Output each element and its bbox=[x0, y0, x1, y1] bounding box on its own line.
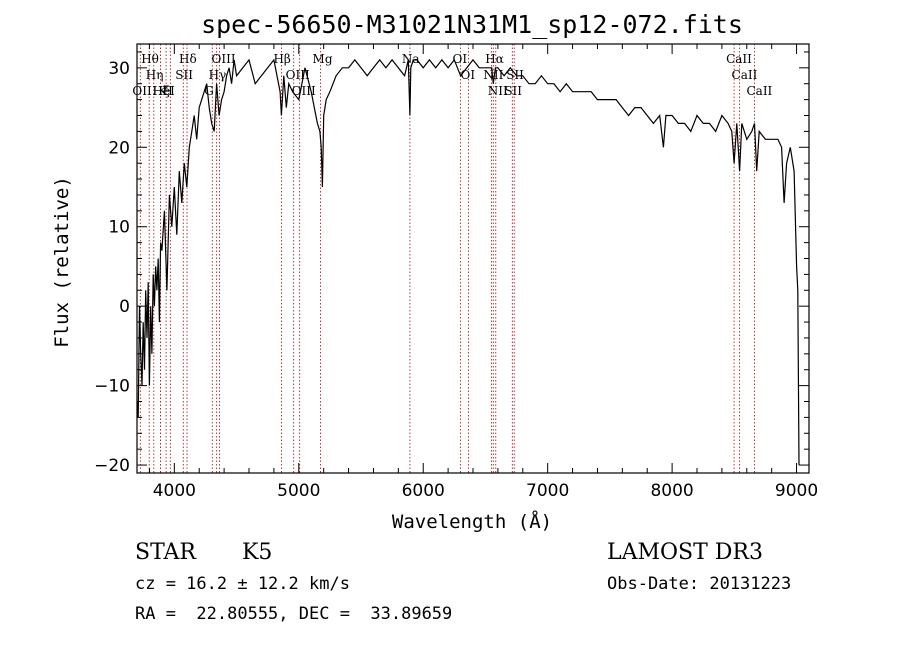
y-tick-label: −10 bbox=[94, 377, 130, 397]
x-tick-label: 9000 bbox=[775, 481, 818, 501]
x-axis-label: Wavelength (Å) bbox=[392, 510, 552, 533]
spectral-line-label: OI bbox=[461, 68, 476, 82]
x-tick-label: 6000 bbox=[402, 481, 445, 501]
spectral-line-label: Hγ bbox=[209, 68, 227, 82]
spectral-line-label: OII bbox=[132, 84, 152, 98]
object-class: STAR bbox=[135, 540, 196, 565]
y-tick-label: 30 bbox=[108, 59, 130, 79]
spectral-line-label: SII bbox=[504, 84, 522, 98]
spectral-line-label: Na bbox=[402, 52, 420, 66]
spectral-line-label: Hη bbox=[146, 68, 164, 82]
spectral-line-label: H bbox=[162, 84, 172, 98]
spectral-line-label: CaII bbox=[746, 84, 772, 98]
spectral-line-markers bbox=[139, 44, 755, 473]
x-tick-label: 7000 bbox=[526, 481, 569, 501]
spectral-line-label: CaII bbox=[726, 52, 752, 66]
x-axis: 4000 5000 6000 7000 8000 9000 bbox=[148, 44, 818, 501]
spectral-line-label: OIII bbox=[212, 52, 236, 66]
coordinates: RA = 22.80555, DEC = 33.89659 bbox=[135, 604, 453, 624]
y-tick-label: 20 bbox=[108, 138, 130, 158]
spectral-line-label: Hβ bbox=[273, 52, 290, 66]
x-tick-label: 4000 bbox=[153, 481, 196, 501]
spectral-line-label: SII bbox=[506, 68, 524, 82]
object-subclass: K5 bbox=[242, 540, 273, 565]
survey-name: LAMOST DR3 bbox=[607, 540, 763, 565]
spectral-line-label: SII bbox=[175, 68, 193, 82]
y-tick-label: 0 bbox=[119, 297, 130, 317]
x-tick-label: 5000 bbox=[277, 481, 320, 501]
spectral-line-label: NII bbox=[488, 84, 508, 98]
spectral-line-label: NII bbox=[483, 68, 503, 82]
redshift-info: cz = 16.2 ± 12.2 km/s bbox=[135, 574, 350, 594]
y-tick-label: 10 bbox=[108, 218, 130, 238]
spectral-line-label: Mg bbox=[313, 52, 333, 66]
spectral-line-label: Hα bbox=[485, 52, 504, 66]
plot-frame bbox=[136, 43, 810, 474]
spectral-line-label: CaII bbox=[732, 68, 758, 82]
y-tick-label: −20 bbox=[94, 456, 130, 476]
y-axis: −20 −10 0 10 20 30 bbox=[94, 51, 809, 476]
chart-title: spec-56650-M31021N31M1_sp12-072.fits bbox=[201, 10, 743, 39]
spectral-line-label: HeI bbox=[153, 84, 176, 98]
spectral-line-label: K bbox=[158, 84, 168, 98]
x-tick-label: 8000 bbox=[650, 481, 693, 501]
observation-date: Obs-Date: 20131223 bbox=[607, 574, 792, 594]
spectral-line-label: Hθ bbox=[141, 52, 159, 66]
spectral-line-label: G bbox=[204, 84, 214, 98]
spectrum-line bbox=[136, 58, 800, 466]
y-axis-label: Flux (relative) bbox=[51, 176, 73, 348]
spectral-line-label: Hζ bbox=[153, 84, 170, 98]
spectral-line-label: OI bbox=[453, 52, 468, 66]
spectral-line-label: Hδ bbox=[179, 52, 197, 66]
